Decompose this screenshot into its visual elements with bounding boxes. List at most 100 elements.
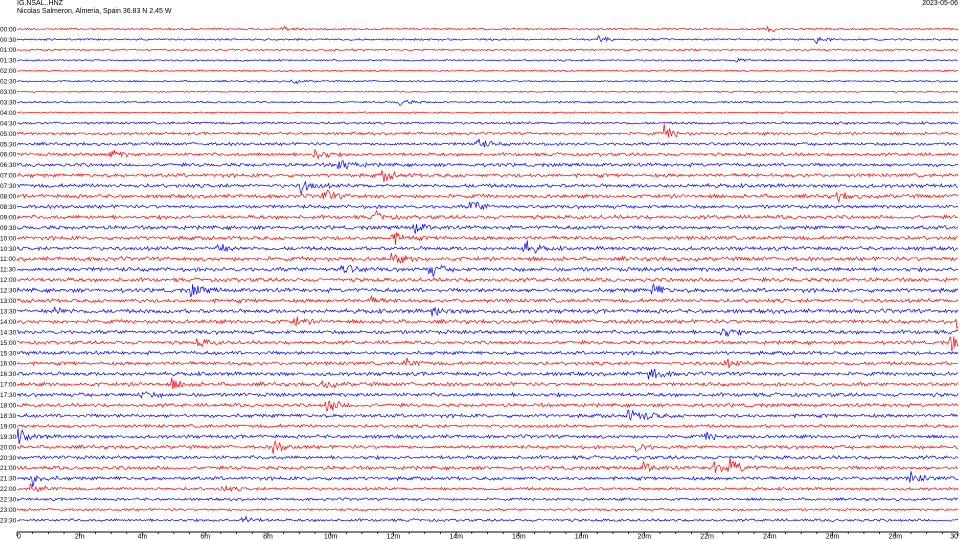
row-time-label: 21:00 — [0, 465, 17, 472]
x-tick-label: 4m — [138, 534, 148, 540]
trace-1630 — [16, 368, 959, 380]
trace-0330 — [16, 99, 959, 106]
trace-0600 — [16, 148, 959, 160]
trace-1200 — [16, 276, 959, 283]
trace-1330 — [16, 306, 959, 317]
trace-1000 — [16, 232, 959, 245]
row-time-label: 05:00 — [0, 131, 17, 138]
row-time-label: 11:30 — [0, 267, 16, 274]
x-tick-label: 0 — [17, 534, 21, 540]
trace-2030 — [16, 454, 959, 461]
trace-0200 — [16, 69, 959, 73]
trace-1300 — [16, 294, 959, 304]
trace-2000 — [16, 439, 959, 454]
trace-0730 — [16, 180, 959, 195]
row-time-label: 13:00 — [0, 298, 17, 305]
row-time-label: 22:30 — [0, 497, 17, 504]
row-label-group: 00:00 00:30 01:00 01:30 02:00 02:30 03:00 03:30… — [0, 26, 17, 524]
x-tick-label: 30 — [950, 534, 958, 540]
trace-1030 — [16, 240, 959, 254]
row-time-label: 12:30 — [0, 288, 17, 295]
x-tick-label: 8m — [263, 534, 273, 540]
trace-1100 — [16, 252, 959, 264]
row-time-label: 15:00 — [0, 340, 17, 347]
trace-2230 — [16, 497, 959, 502]
row-time-label: 08:00 — [0, 194, 17, 201]
row-time-label: 07:00 — [0, 173, 17, 180]
trace-0430 — [16, 120, 959, 126]
trace-0800 — [16, 189, 959, 204]
x-tick-label: 24m — [763, 534, 777, 540]
trace-1930 — [16, 428, 959, 445]
trace-0530 — [16, 138, 959, 148]
x-tick-label: 6m — [200, 534, 210, 540]
trace-0930 — [16, 223, 959, 234]
row-time-label: 10:30 — [0, 246, 17, 253]
trace-0400 — [16, 111, 959, 115]
trace-0700 — [16, 170, 959, 183]
x-tick-label: 22m — [700, 534, 714, 540]
trace-0300 — [16, 90, 959, 93]
station-location: Nicolas Salmeron, Almeria, Spain 36.83 N… — [17, 8, 172, 15]
row-time-label: 18:30 — [0, 413, 17, 420]
row-time-label: 04:30 — [0, 120, 17, 127]
row-time-label: 12:00 — [0, 277, 17, 284]
x-tick-label: 26m — [826, 534, 840, 540]
trace-group — [16, 25, 959, 523]
row-time-label: 19:00 — [0, 423, 17, 430]
row-time-label: 01:00 — [0, 47, 17, 54]
trace-0030 — [16, 35, 959, 45]
x-tick-label: 10m — [324, 534, 338, 540]
row-time-label: 06:30 — [0, 162, 17, 169]
row-time-label: 23:00 — [0, 507, 17, 514]
row-time-label: 07:30 — [0, 183, 17, 190]
record-date: 2023-05-06 — [922, 0, 958, 7]
trace-1500 — [16, 336, 959, 352]
row-time-label: 14:30 — [0, 329, 17, 336]
station-title: IG.NSAL..HNZ — [17, 0, 63, 7]
trace-0000 — [16, 25, 959, 33]
row-time-label: 04:00 — [0, 110, 17, 117]
trace-1400 — [16, 316, 959, 330]
trace-2200 — [16, 483, 959, 493]
trace-2330 — [16, 515, 959, 523]
trace-1430 — [16, 328, 959, 338]
x-tick-label: 28m — [888, 534, 902, 540]
trace-1600 — [16, 357, 959, 369]
row-time-label: 09:30 — [0, 225, 17, 232]
trace-0130 — [16, 57, 959, 63]
row-time-label: 01:30 — [0, 58, 17, 65]
row-time-label: 20:30 — [0, 455, 17, 462]
row-time-label: 06:00 — [0, 152, 17, 159]
row-time-label: 17:30 — [0, 392, 17, 399]
row-time-label: 10:00 — [0, 235, 17, 242]
row-time-label: 16:30 — [0, 371, 17, 378]
row-time-label: 11:00 — [0, 256, 16, 263]
trace-1830 — [16, 409, 959, 421]
row-time-label: 22:00 — [0, 486, 17, 493]
x-tick-label: 18m — [575, 534, 589, 540]
row-time-label: 00:30 — [0, 37, 17, 44]
trace-1700 — [16, 377, 959, 390]
x-tick-label: 16m — [512, 534, 526, 540]
trace-0630 — [16, 160, 959, 170]
trace-1130 — [16, 264, 959, 277]
trace-1900 — [16, 423, 959, 429]
row-time-label: 19:30 — [0, 434, 17, 441]
row-time-label: 08:30 — [0, 204, 17, 211]
trace-1730 — [16, 391, 959, 399]
trace-2130 — [16, 471, 959, 488]
trace-1230 — [16, 283, 959, 298]
row-time-label: 14:00 — [0, 319, 17, 326]
trace-0230 — [16, 79, 959, 85]
time-axis: 0 2m 4m 6m 8m 10m 12m 14m 16m 18m 20m 22m 24m 26m 28m 3… — [16, 531, 959, 540]
row-time-label: 15:30 — [0, 350, 17, 357]
row-time-label: 16:00 — [0, 361, 17, 368]
x-tick-label: 20m — [638, 534, 652, 540]
trace-2100 — [16, 456, 959, 473]
x-tick-label: 2m — [75, 534, 85, 540]
trace-0900 — [16, 209, 959, 221]
row-time-label: 03:30 — [0, 99, 17, 106]
row-time-label: 17:00 — [0, 382, 17, 389]
